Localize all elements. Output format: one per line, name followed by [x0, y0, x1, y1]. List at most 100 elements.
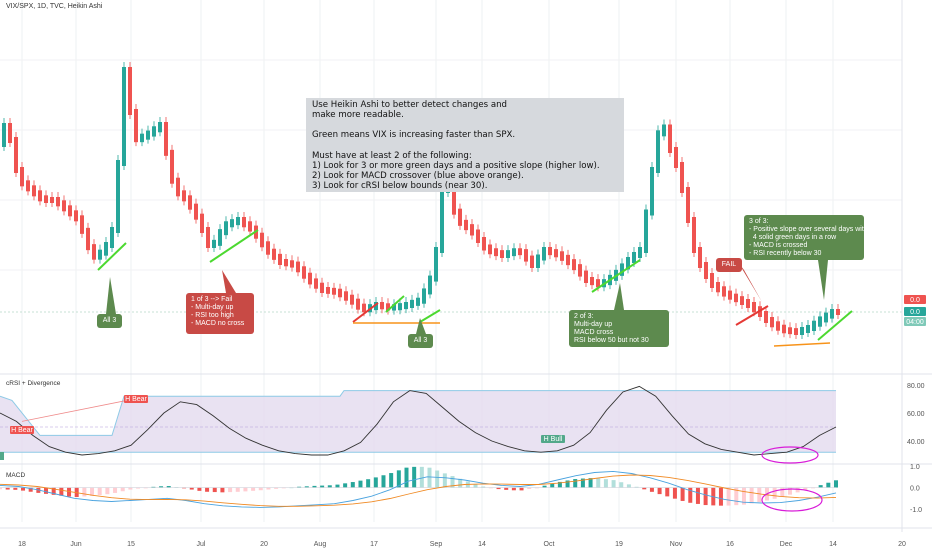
- info-line: Green means VIX is increasing faster tha…: [312, 130, 516, 141]
- candle-body: [116, 160, 120, 233]
- macd-hist-bar: [373, 477, 378, 488]
- candle-body: [236, 217, 240, 226]
- macd-hist-bar: [251, 487, 256, 491]
- price-tag-bull-label: 0.0: [910, 309, 920, 316]
- macd-hist-bar: [105, 487, 110, 495]
- candle-body: [386, 303, 390, 311]
- macd-hist-bar: [136, 487, 141, 489]
- candle-body: [782, 324, 786, 334]
- callout-2-of-3: 2 of 3: Multi-day up MACD cross RSI below 5…: [569, 310, 669, 347]
- candle-body: [158, 122, 162, 133]
- x-axis-label: Dec: [780, 541, 793, 548]
- macd-hist-bar: [212, 487, 217, 493]
- macd-hist-bar: [82, 487, 87, 497]
- candle-body: [56, 197, 60, 207]
- macd-hist-bar: [197, 487, 202, 491]
- macd-hist-bar: [266, 487, 271, 490]
- candle-body: [218, 229, 222, 246]
- macd-hist-bar: [128, 487, 133, 490]
- callout-pointer: [416, 318, 426, 334]
- candle-body: [194, 203, 198, 220]
- candle-body: [806, 325, 810, 333]
- x-axis-label: 14: [829, 541, 837, 548]
- symbol-legend[interactable]: VIX/SPX, 1D, TVC, Heikin Ashi: [6, 3, 103, 10]
- candle-body: [482, 237, 486, 251]
- candle-body: [398, 303, 402, 311]
- macd-hist-bar: [427, 467, 432, 488]
- macd-hist-bar: [220, 487, 225, 493]
- macd-hist-bar: [649, 487, 654, 492]
- macd-hist-bar: [404, 467, 409, 488]
- candle-body: [266, 241, 270, 255]
- divergence-line: [21, 398, 135, 422]
- candle-body: [416, 297, 420, 306]
- x-axis-label: 18: [18, 541, 26, 548]
- macd-hist-bar: [550, 483, 555, 488]
- macd-y-tick: -1.0: [910, 507, 922, 514]
- candle-body: [722, 286, 726, 297]
- h-bear-tag: [124, 395, 148, 403]
- macd-hist-bar: [565, 480, 570, 488]
- macd-hist-bar: [419, 466, 424, 488]
- crsi-y-tick: 80.00: [907, 383, 925, 390]
- macd-hist-bar: [350, 482, 355, 488]
- candle-body: [716, 282, 720, 293]
- macd-hist-bar: [511, 487, 516, 491]
- candle-body: [770, 317, 774, 328]
- price-tag-bull: [904, 307, 926, 316]
- callout-line: 4 solid green days in a row: [749, 234, 837, 241]
- macd-hist-bar: [412, 466, 417, 488]
- macd-hist-bar: [258, 487, 263, 491]
- candle-body: [452, 183, 456, 215]
- callout-line: 3 of 3:: [749, 218, 769, 225]
- candle-body: [830, 309, 834, 319]
- candle-body: [584, 270, 588, 283]
- candle-body: [32, 185, 36, 197]
- candle-body: [812, 320, 816, 331]
- candle-body: [392, 304, 396, 311]
- macd-hist-bar: [90, 487, 95, 496]
- crsi-pane-title: cRSI + Divergence: [6, 380, 61, 387]
- candle-body: [200, 213, 204, 233]
- candle-body: [170, 149, 174, 184]
- macd-hist-bar: [626, 484, 631, 488]
- candle-body: [14, 137, 18, 173]
- macd-hist-bar: [205, 487, 210, 492]
- candle-body: [248, 221, 252, 232]
- macd-hist-bar: [59, 487, 64, 496]
- macd-hist-bar: [312, 485, 317, 488]
- candle-body: [470, 224, 474, 236]
- slope-line-green: [385, 295, 405, 313]
- candle-body: [344, 291, 348, 301]
- info-line: Use Heikin Ashi to better detect changes…: [312, 100, 508, 110]
- macd-hist-bar: [695, 487, 700, 504]
- macd-hist-bar: [657, 487, 662, 495]
- macd-hist-bar: [327, 485, 332, 488]
- candle-body: [278, 253, 282, 265]
- h-bear-tag: [10, 426, 34, 434]
- macd-hist-bar: [580, 478, 585, 488]
- candle-body: [80, 215, 84, 234]
- macd-hist-bar: [51, 487, 56, 495]
- macd-hist-bar: [166, 486, 171, 488]
- info-line: 2) Look for MACD crossover (blue above o…: [312, 171, 524, 182]
- candle-body: [764, 311, 768, 323]
- macd-hist-bar: [557, 481, 562, 488]
- candle-body: [50, 197, 54, 203]
- candle-body: [2, 123, 6, 147]
- macd-hist-bar: [274, 487, 279, 489]
- macd-hist-bar: [182, 487, 187, 489]
- candle-body: [140, 133, 144, 143]
- candle-body: [338, 288, 342, 298]
- macd-hist-bar: [772, 487, 777, 499]
- candle-body: [38, 190, 42, 202]
- candle-body: [656, 130, 660, 173]
- macd-hist-bar: [335, 484, 340, 488]
- macd-hist-bar: [389, 473, 394, 488]
- macd-hist-bar: [358, 480, 363, 488]
- candle-body: [20, 167, 24, 187]
- candle-body: [422, 288, 426, 304]
- candle-body: [632, 252, 636, 263]
- candle-body: [566, 254, 570, 266]
